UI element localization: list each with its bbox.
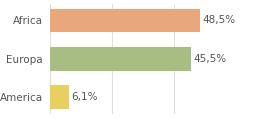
Text: 48,5%: 48,5% (203, 15, 236, 25)
Text: 6,1%: 6,1% (72, 92, 98, 102)
Bar (50, 9, 200, 32)
Bar (50, 47, 191, 71)
Bar (50, 85, 69, 109)
Text: 45,5%: 45,5% (193, 54, 227, 64)
